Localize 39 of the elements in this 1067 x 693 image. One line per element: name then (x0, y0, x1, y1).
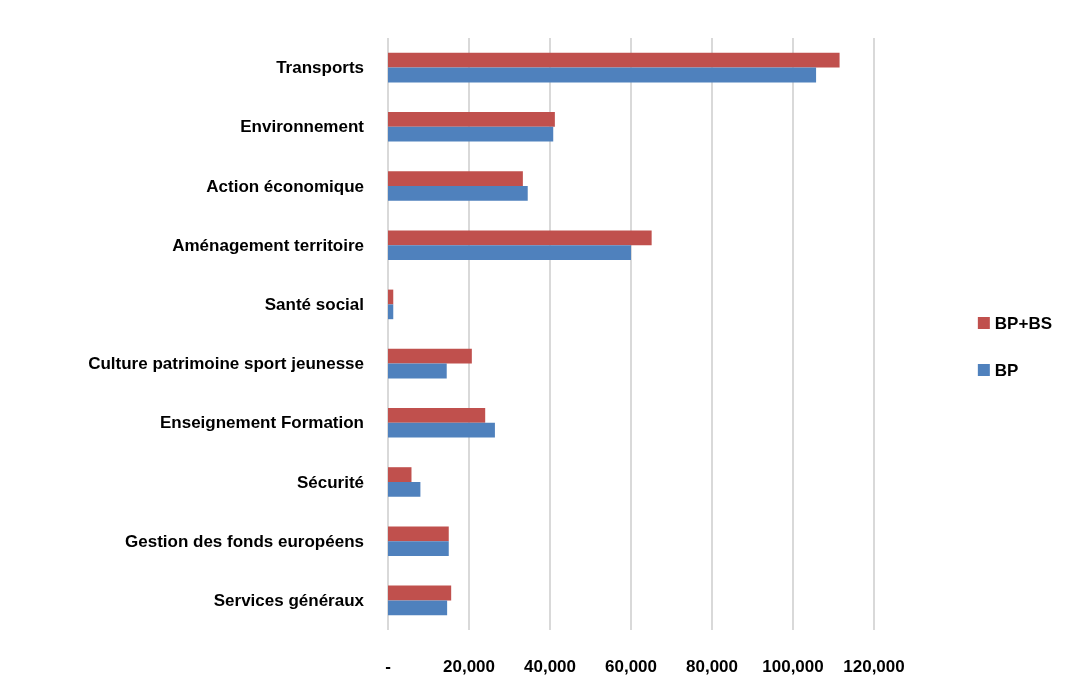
x-tick-label: 80,000 (686, 657, 738, 676)
x-tick-label: 20,000 (443, 657, 495, 676)
bar (388, 467, 412, 482)
x-tick-label: - (385, 657, 391, 676)
bar (388, 600, 448, 616)
x-tick-label: 40,000 (524, 657, 576, 676)
y-tick-label: Sécurité (296, 472, 364, 492)
bar (388, 526, 449, 542)
bar (388, 408, 486, 423)
y-tick-label: Aménagement territoire (172, 235, 364, 255)
bar (388, 363, 447, 379)
y-tick-label: Culture patrimoine sport jeunesse (88, 354, 364, 374)
bar (388, 186, 528, 201)
y-tick-label: Transports (276, 58, 364, 78)
bar (388, 422, 495, 438)
y-tick-label: Santé social (264, 294, 364, 314)
bar (388, 230, 652, 246)
bar (388, 304, 394, 320)
bar (388, 112, 555, 127)
bar (388, 67, 817, 83)
bar (388, 52, 840, 68)
bar (388, 126, 554, 142)
bar (388, 541, 449, 556)
x-tick-label: 100,000 (762, 657, 824, 676)
bar (388, 245, 631, 260)
bar (388, 171, 523, 186)
x-tick-label: 120,000 (843, 657, 905, 676)
y-tick-label: Environnement (240, 117, 365, 137)
y-tick-label: Action économique (206, 176, 364, 196)
bar (388, 585, 452, 601)
y-tick-label: Services généraux (213, 590, 365, 610)
bar (388, 482, 421, 497)
legend-label: BP (994, 360, 1019, 380)
y-tick-label: Enseignement Formation (159, 413, 364, 433)
bar (388, 289, 394, 305)
y-tick-label: Gestion des fonds européens (125, 531, 364, 551)
legend-label: BP+BS (994, 313, 1053, 333)
x-tick-label: 60,000 (605, 657, 657, 676)
bar (388, 348, 472, 364)
